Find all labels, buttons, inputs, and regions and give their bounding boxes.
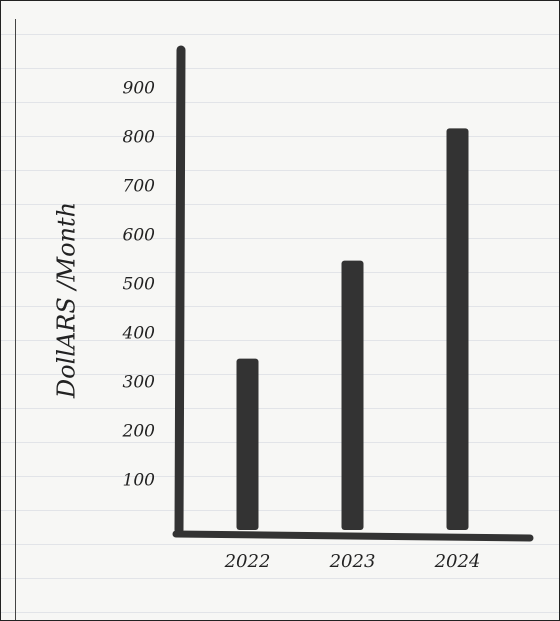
y-tick-label: 200 — [122, 422, 156, 442]
y-axis-label: DollARS /Month — [53, 202, 81, 399]
y-tick-label: 500 — [123, 275, 156, 295]
y-tick-label: 900 — [123, 79, 156, 99]
bar — [446, 128, 469, 530]
bar — [236, 358, 259, 530]
x-tick-label: 2022 — [224, 551, 271, 572]
y-axis — [174, 45, 186, 535]
x-axis — [172, 530, 534, 542]
y-tick-label: 400 — [122, 324, 156, 344]
y-tick-label: 700 — [123, 177, 156, 197]
y-tick-label: 100 — [123, 471, 156, 491]
y-tick-label: 800 — [123, 128, 156, 148]
x-tick-label: 2024 — [434, 551, 481, 572]
y-tick-label: 600 — [123, 226, 156, 246]
bar — [341, 260, 364, 530]
x-tick-label: 2023 — [329, 551, 376, 572]
y-tick-label: 300 — [123, 373, 156, 393]
